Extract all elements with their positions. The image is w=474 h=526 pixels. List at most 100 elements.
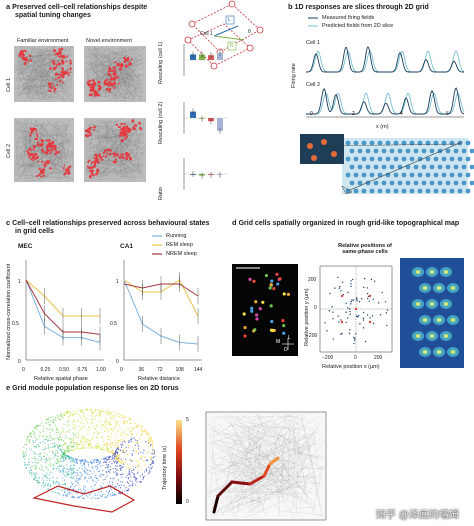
trajectory-segment (84, 48, 115, 96)
torus-point (139, 451, 142, 453)
torus-point (63, 450, 65, 452)
grid-field (441, 140, 447, 146)
phase-point (338, 287, 340, 290)
spike-dot (53, 90, 56, 93)
torus-point (76, 443, 79, 445)
path-segment (248, 422, 306, 431)
path-segment (257, 413, 263, 427)
trajectory-segment (36, 175, 42, 182)
trajectory-segment (93, 46, 135, 82)
torus-point (69, 465, 71, 468)
spike-dot (42, 168, 46, 171)
trajectory-segment (44, 69, 63, 89)
torus-point (132, 483, 134, 485)
torus-point (148, 450, 150, 452)
torus-point (131, 428, 133, 431)
trajectory-segment (27, 123, 44, 124)
torus-point (91, 488, 94, 490)
torus-point (53, 463, 55, 465)
torus-point (140, 425, 142, 427)
torus-point (30, 432, 32, 434)
torus-point (63, 479, 65, 481)
path-segment (220, 446, 305, 470)
torus-point (67, 448, 69, 450)
torus-point (149, 442, 151, 444)
torus-point (54, 444, 56, 447)
trajectory-segment (70, 69, 74, 79)
torus-point (83, 412, 85, 414)
torus-point (94, 410, 97, 412)
torus-point (34, 434, 36, 436)
torus-point (124, 441, 126, 443)
torus-point (128, 485, 130, 487)
path-segment (248, 421, 269, 429)
torus-point (37, 459, 39, 461)
torus-point (40, 468, 42, 471)
spike-dot (88, 127, 91, 131)
spike-dot (97, 161, 100, 164)
trajectory-segment (96, 71, 144, 86)
panel-e-title: e Grid module population response lies on… (6, 383, 179, 393)
trajectory-segment (98, 75, 146, 81)
path-segment (222, 470, 310, 489)
torus-point (97, 467, 99, 469)
torus-point (128, 471, 130, 473)
grid-field (353, 172, 359, 178)
phase-point (342, 293, 345, 296)
torus-point (57, 450, 59, 452)
trajectory-segment (38, 120, 65, 139)
trajectory-segment (57, 135, 66, 170)
torus-point (106, 496, 108, 498)
trajectory-segment (89, 49, 133, 96)
heatmap-peak (415, 302, 421, 306)
phase-point (338, 321, 340, 323)
spike-dot (55, 151, 58, 154)
torus-point (75, 478, 78, 480)
spike-dot (22, 57, 25, 60)
mec-line-chart (25, 260, 104, 361)
torus-point (85, 460, 87, 462)
heatmap-peak (422, 286, 428, 290)
path-segment (244, 422, 264, 455)
trajectory-segment (98, 135, 100, 153)
torus-point (89, 442, 91, 445)
path-segment (254, 440, 284, 480)
heatmap-peak (443, 302, 449, 306)
torus-point (91, 466, 93, 469)
torus-point (125, 446, 127, 448)
torus-point (48, 428, 50, 431)
trajectory-segment (86, 140, 90, 177)
mec-xlabel: Relative spatial phase (34, 376, 88, 382)
torus-point (55, 452, 57, 454)
trajectory-segment (23, 126, 44, 138)
spike-dot (125, 155, 128, 158)
phase-point (369, 317, 371, 319)
center-marker (368, 294, 372, 298)
spike-dot (20, 50, 24, 54)
spike-dot (36, 130, 38, 133)
torus-point (114, 455, 116, 457)
spike-dot (106, 152, 109, 155)
torus-point (107, 410, 109, 412)
torus-point (89, 493, 91, 495)
torus-point (85, 472, 88, 474)
torus-point (64, 492, 66, 494)
torus-point (37, 461, 40, 463)
torus-point (66, 473, 68, 476)
torus-point (68, 469, 71, 471)
torus-point (62, 428, 64, 430)
torus-point (143, 449, 145, 451)
spike-dot (40, 175, 43, 178)
bar-4 (217, 118, 223, 131)
torus-point (49, 458, 51, 461)
torus-point (98, 475, 101, 477)
trajectory-segment (18, 47, 25, 49)
trajectory-segment (27, 158, 32, 182)
grid-field (457, 156, 463, 162)
phase-point (337, 276, 339, 279)
torus-point (65, 443, 67, 445)
torus-point (23, 455, 25, 458)
torus-point (81, 439, 83, 441)
grid-field (353, 188, 359, 194)
torus-point (76, 436, 78, 438)
